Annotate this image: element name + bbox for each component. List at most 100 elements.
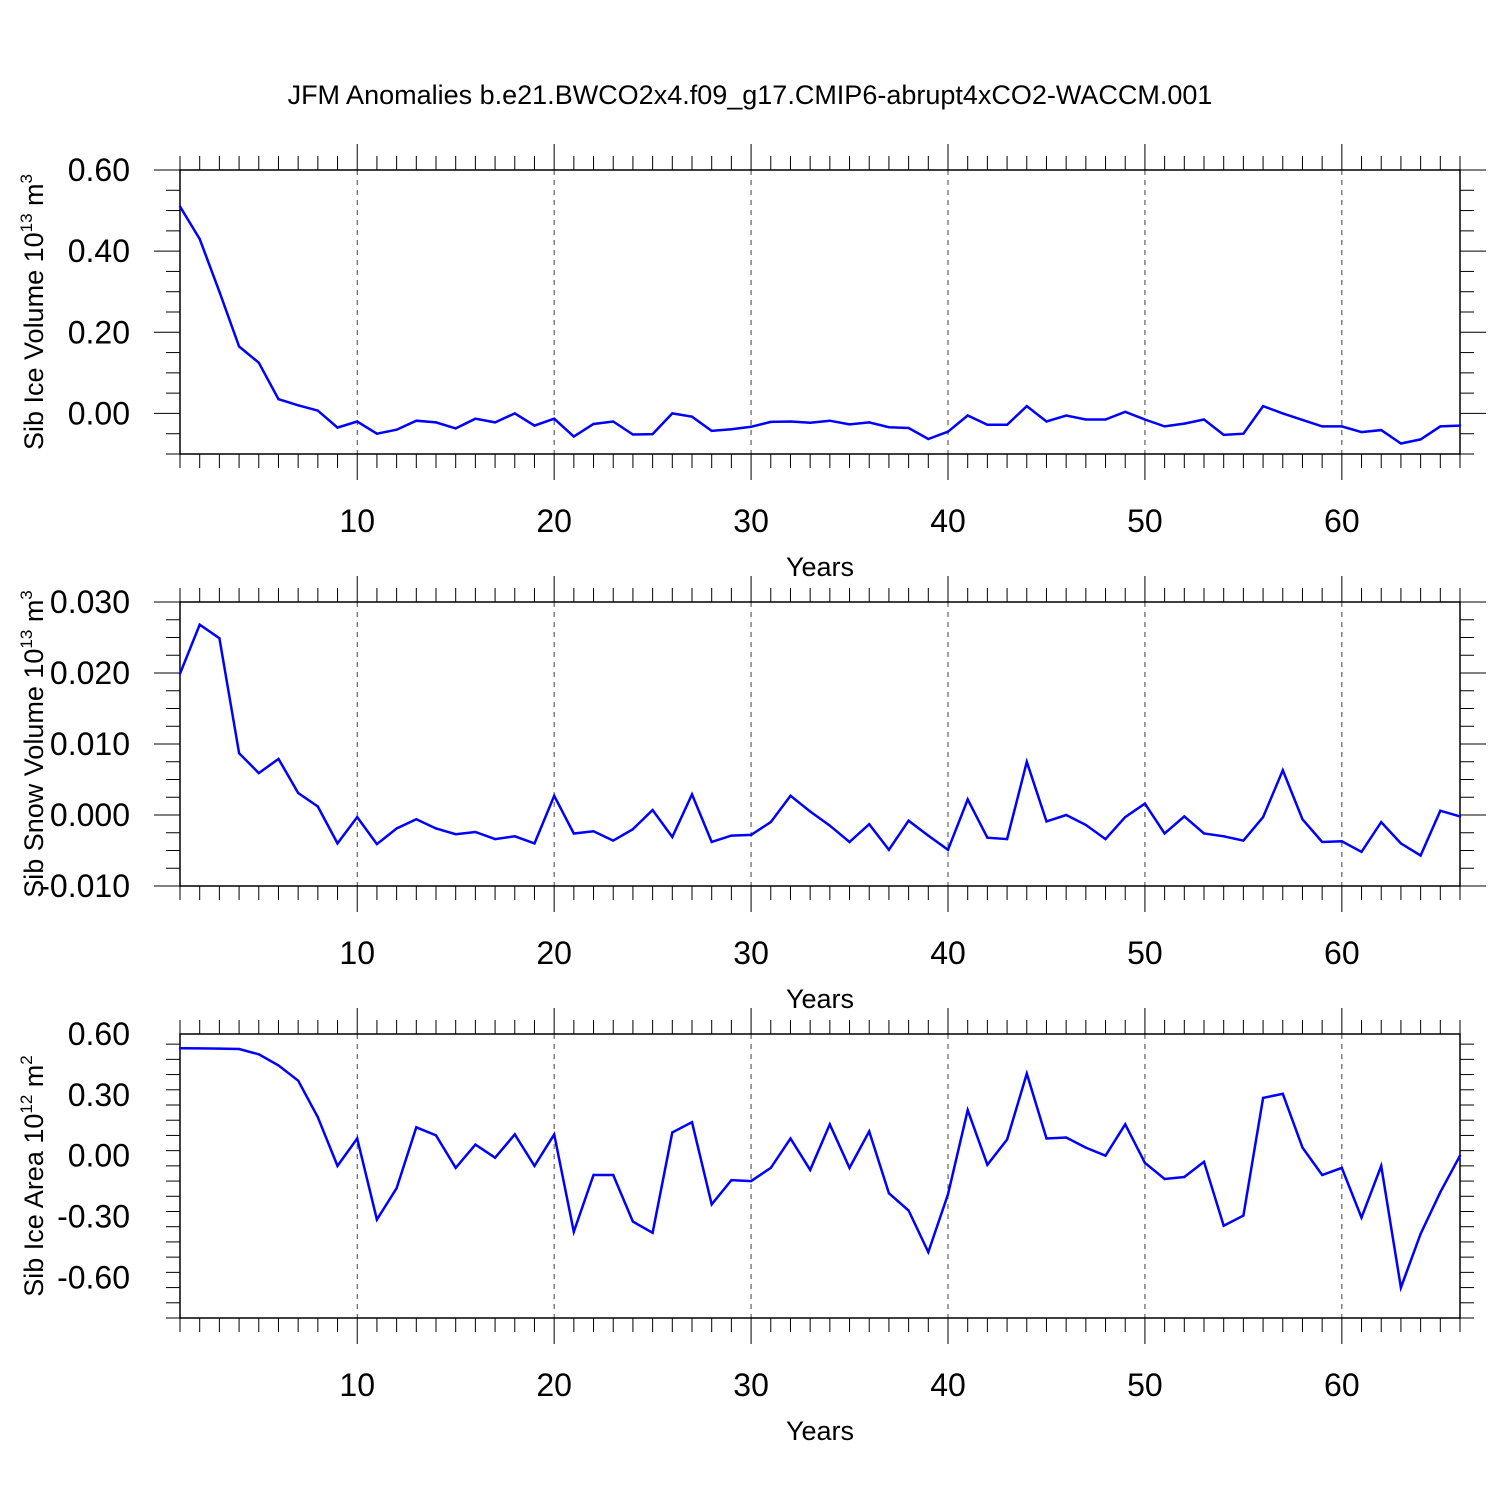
- data-point: [1183, 815, 1186, 818]
- data-point: [1025, 760, 1028, 763]
- data-point: [237, 1047, 241, 1051]
- data-point: [1242, 839, 1245, 842]
- data-point: [808, 1168, 812, 1172]
- data-point: [946, 430, 950, 433]
- data-point: [454, 1166, 457, 1170]
- data-point: [671, 835, 674, 839]
- data-point: [887, 426, 891, 429]
- data-point: [631, 433, 635, 436]
- data-point: [1380, 1164, 1383, 1168]
- data-point: [1399, 442, 1403, 445]
- data-point: [592, 1173, 595, 1177]
- data-point: [1163, 425, 1166, 428]
- series-line: [178, 622, 1461, 858]
- data-point: [493, 1156, 497, 1159]
- data-point: [671, 1131, 674, 1134]
- x-tick-label: 40: [930, 503, 966, 539]
- data-point: [690, 1121, 694, 1124]
- data-point: [1242, 1214, 1245, 1217]
- data-point: [868, 823, 871, 826]
- data-point: [1202, 418, 1206, 421]
- data-point: [1458, 815, 1462, 818]
- data-point: [769, 1166, 772, 1170]
- y-tick-label: 0.030: [50, 584, 130, 620]
- data-point: [1281, 1092, 1284, 1096]
- data-point: [1143, 802, 1147, 805]
- data-point: [749, 833, 753, 837]
- chart-panel-3: 10 20 30 40 50 60 0.60 0.30 0.00 -0.30 -0.60 Years S…: [17, 1008, 1474, 1446]
- data-point: [375, 842, 379, 846]
- x-tick-label: 10: [339, 503, 375, 539]
- y-tick-label: 0.000: [50, 797, 130, 833]
- data-point: [296, 1079, 300, 1082]
- data-point: [946, 1193, 950, 1196]
- data-point: [966, 1108, 969, 1112]
- data-point: [1281, 769, 1284, 772]
- data-point: [868, 1130, 871, 1133]
- data-point: [907, 426, 910, 430]
- chart-panel-2: 10 20 30 40 50 60 0.030 0.020 0.010 0.000 -0.010 Ye…: [17, 576, 1486, 1014]
- data-point: [218, 1047, 221, 1050]
- data-point: [1360, 430, 1363, 434]
- y-tick-label: 0.020: [50, 655, 130, 691]
- data-point: [710, 429, 713, 433]
- x-tick-label: 30: [733, 935, 769, 971]
- data-point: [848, 840, 851, 844]
- data-point: [789, 1137, 792, 1140]
- data-point: [1360, 850, 1363, 854]
- data-point: [1045, 420, 1048, 423]
- data-point: [513, 412, 516, 415]
- data-point: [1261, 404, 1265, 408]
- data-point: [493, 837, 497, 841]
- data-point: [690, 415, 694, 418]
- data-point: [1399, 1286, 1403, 1289]
- x-tick-label: 60: [1324, 1367, 1360, 1403]
- data-point: [848, 423, 851, 426]
- data-point: [592, 830, 595, 833]
- y-tick-label: 0.60: [68, 152, 130, 188]
- x-tick-label: 10: [339, 935, 375, 971]
- data-point: [277, 757, 280, 761]
- data-point: [257, 361, 260, 364]
- data-point: [848, 1166, 851, 1170]
- data-point: [1064, 813, 1068, 817]
- data-point: [612, 1173, 615, 1177]
- data-point: [631, 828, 635, 831]
- data-point: [1124, 1123, 1127, 1126]
- data-point: [277, 398, 280, 401]
- data-point: [1124, 815, 1127, 819]
- y-axis-label-unit: m: [19, 1065, 49, 1095]
- data-point: [1439, 809, 1442, 812]
- data-point: [1005, 837, 1009, 841]
- data-point: [395, 827, 398, 830]
- data-point: [572, 435, 576, 438]
- data-point: [986, 836, 989, 839]
- data-point: [237, 752, 241, 755]
- y-tick-label: -0.60: [57, 1259, 130, 1295]
- y-axis-label-unit-exponent: 3: [17, 174, 36, 183]
- data-point: [572, 1230, 576, 1233]
- data-point: [1320, 1173, 1324, 1177]
- data-point: [1104, 418, 1107, 421]
- data-point: [1458, 424, 1462, 427]
- data-point: [612, 839, 615, 842]
- data-point: [336, 426, 339, 429]
- data-point: [730, 1178, 733, 1182]
- data-point: [552, 794, 556, 798]
- y-axis-label-exponent: 13: [17, 630, 36, 649]
- data-point: [218, 290, 221, 293]
- data-point: [1340, 1166, 1344, 1170]
- series-line: [179, 1046, 1462, 1293]
- figure-title: JFM Anomalies b.e21.BWCO2x4.f09_g17.CMIP…: [287, 80, 1213, 110]
- data-point: [1340, 425, 1344, 428]
- data-point: [316, 409, 320, 412]
- data-point: [651, 1231, 654, 1235]
- x-tick-label: 20: [536, 1367, 572, 1403]
- data-point: [690, 793, 694, 796]
- data-point: [1104, 837, 1107, 841]
- data-point: [887, 1192, 891, 1195]
- data-point: [296, 404, 300, 407]
- x-tick-label: 10: [339, 1367, 375, 1403]
